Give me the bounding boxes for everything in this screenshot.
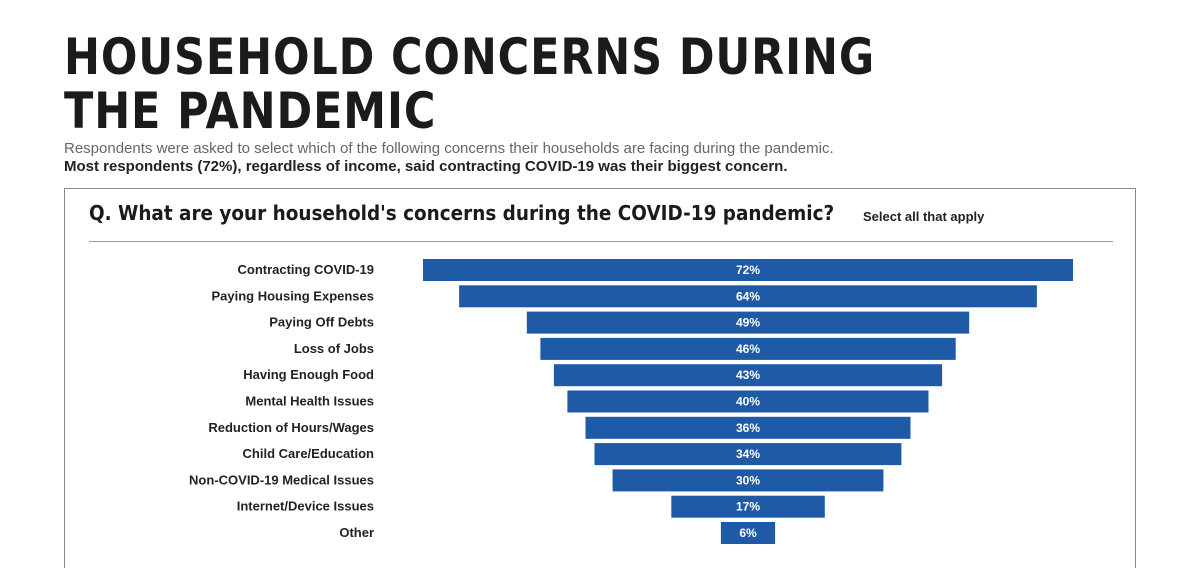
category-label: Loss of Jobs bbox=[294, 341, 374, 356]
subtitle: Respondents were asked to select which o… bbox=[64, 140, 834, 157]
category-label: Non-COVID-19 Medical Issues bbox=[189, 472, 374, 487]
category-label: Paying Housing Expenses bbox=[211, 288, 374, 303]
bar bbox=[459, 285, 1037, 308]
category-label: Having Enough Food bbox=[243, 367, 374, 382]
bar bbox=[567, 390, 929, 413]
bar-value-label: 46% bbox=[736, 342, 760, 356]
question-note: Select all that apply bbox=[863, 209, 985, 224]
category-label: Reduction of Hours/Wages bbox=[208, 420, 374, 435]
category-label: Internet/Device Issues bbox=[237, 499, 374, 514]
bar bbox=[553, 364, 943, 387]
bar-value-label: 64% bbox=[736, 289, 760, 303]
bar-value-label: 72% bbox=[736, 263, 760, 277]
bar bbox=[594, 443, 902, 466]
category-label: Child Care/Education bbox=[243, 446, 375, 461]
bar bbox=[585, 416, 911, 439]
title-line-1: HOUSEHOLD CONCERNS DURING bbox=[64, 28, 875, 86]
bar-value-label: 34% bbox=[736, 447, 760, 461]
bar-value-label: 17% bbox=[736, 500, 760, 514]
category-label: Mental Health Issues bbox=[245, 394, 374, 409]
question-heading: Q. What are your household's concerns du… bbox=[89, 201, 984, 225]
bar bbox=[423, 259, 1073, 281]
question-text: Q. What are your household's concerns du… bbox=[89, 201, 835, 225]
bar bbox=[720, 522, 776, 544]
subtitle-bold: Most respondents (72%), regardless of in… bbox=[64, 158, 788, 175]
bar bbox=[612, 469, 884, 492]
bar bbox=[540, 337, 956, 360]
category-label: Paying Off Debts bbox=[269, 315, 374, 330]
funnel-bar-chart: 72% Contracting COVID-19 64% Paying Housing… bbox=[189, 259, 1073, 544]
bar-value-label: 40% bbox=[736, 395, 760, 409]
chart-panel: Q. What are your household's concerns du… bbox=[64, 188, 1136, 568]
page-title: HOUSEHOLD CONCERNS DURING THE PANDEMIC bbox=[64, 30, 875, 138]
bar-value-label: 43% bbox=[736, 368, 760, 382]
bar-value-label: 36% bbox=[736, 421, 760, 435]
bar-value-label: 6% bbox=[739, 526, 757, 540]
divider bbox=[89, 241, 1113, 242]
bar-value-label: 30% bbox=[736, 473, 760, 487]
category-label: Other bbox=[339, 525, 374, 540]
category-label: Contracting COVID-19 bbox=[237, 262, 374, 277]
bar bbox=[671, 495, 825, 518]
title-line-2: THE PANDEMIC bbox=[64, 82, 437, 140]
bar-value-label: 49% bbox=[736, 316, 760, 330]
bar bbox=[526, 311, 970, 334]
